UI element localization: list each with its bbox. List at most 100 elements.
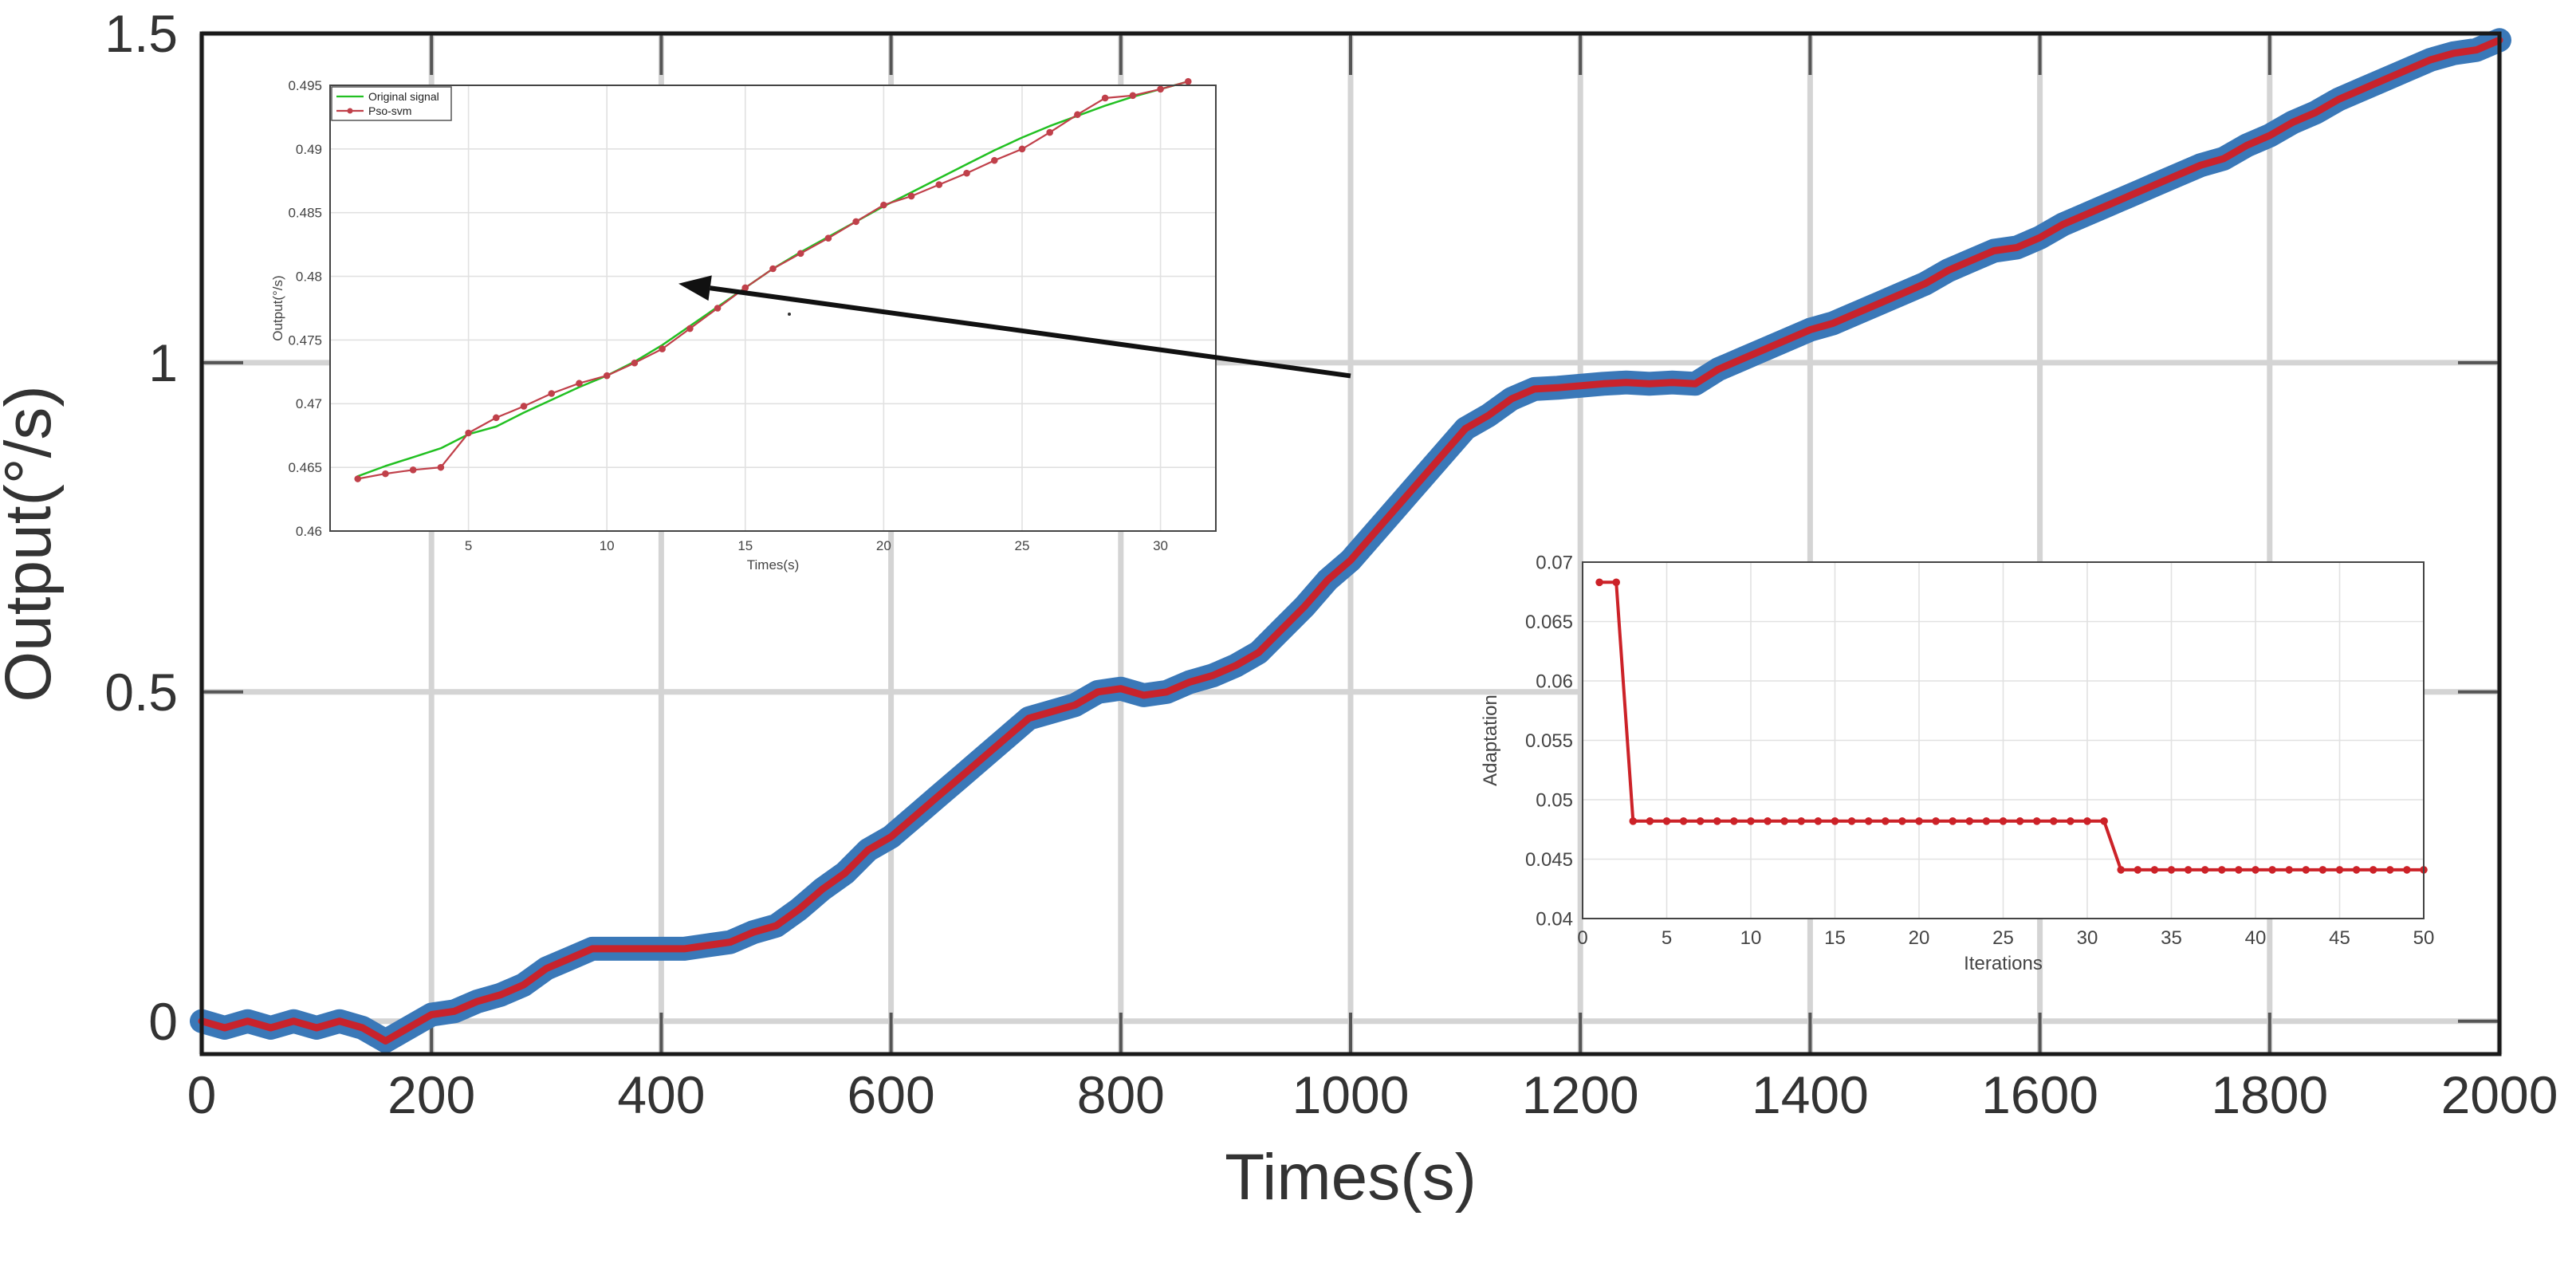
series-adaptation-point — [1965, 817, 1974, 825]
axes-frame — [329, 85, 1217, 532]
y-tick-label: 0.07 — [1536, 552, 1573, 573]
series-pso-svm-point — [1074, 111, 1081, 119]
series-pso-svm-point — [382, 470, 389, 478]
series-adaptation-point — [2369, 866, 2377, 874]
y-tick-label: 0.05 — [1536, 789, 1573, 811]
x-tick-label: 30 — [1153, 538, 1168, 553]
axes-frame — [199, 31, 2502, 1056]
y-tick-label: 0.49 — [296, 142, 322, 157]
y-tick-label: 0.04 — [1536, 908, 1573, 930]
series-pso-svm-point — [437, 463, 445, 471]
axes-frame — [1582, 561, 2425, 919]
series-adaptation-point — [1713, 817, 1721, 825]
series-pso-svm-point — [1018, 145, 1026, 153]
series-pso-svm-point — [880, 201, 887, 209]
series-adaptation-point — [1847, 817, 1856, 825]
series-adaptation-point — [1662, 817, 1671, 825]
series-adaptation-point — [1831, 817, 1839, 825]
x-tick-label: 1000 — [1292, 1065, 1410, 1124]
series-adaptation-point — [2150, 866, 2159, 874]
y-tick-label: 0.06 — [1536, 671, 1573, 692]
series-pso-svm-point — [493, 414, 500, 422]
x-tick-label: 15 — [737, 538, 753, 553]
y-axis-label: Output(°/s) — [0, 385, 65, 702]
series-pso-svm-point — [1157, 85, 1164, 93]
series-pso-svm-point — [769, 265, 777, 273]
series-adaptation-point — [2200, 866, 2209, 874]
series-pso-svm-point — [1046, 128, 1053, 136]
y-tick-label: 0.485 — [288, 206, 322, 221]
y-tick-label: 0.045 — [1525, 849, 1573, 871]
series-adaptation-point — [2352, 866, 2361, 874]
x-tick-label: 800 — [1077, 1065, 1165, 1124]
legend-box — [331, 86, 452, 121]
y-tick-label: 0.065 — [1525, 612, 1573, 633]
series-adaptation-point — [1780, 817, 1788, 825]
arrow-shaft — [710, 285, 1351, 379]
x-tick-label: 0 — [187, 1065, 217, 1124]
series-pso-svm-point — [963, 169, 970, 177]
series-pso-svm-point — [354, 475, 362, 482]
series-pso-svm-point — [935, 181, 943, 188]
y-tick-label: 0.5 — [104, 663, 178, 722]
series-pso-svm-line — [198, 36, 2503, 1045]
series-adaptation-point — [2016, 817, 2024, 825]
series-adaptation-point — [1679, 817, 1688, 825]
series-adaptation-point — [2050, 817, 2058, 825]
series-pso-svm-point — [520, 403, 528, 410]
series-adaptation-point — [2083, 817, 2091, 825]
x-tick-label: 200 — [387, 1065, 475, 1124]
series-adaptation-point — [1864, 817, 1873, 825]
series-pso-svm-point — [1184, 77, 1192, 85]
x-tick-label: 15 — [1824, 927, 1846, 949]
plot-area — [330, 85, 1216, 531]
series-adaptation-point — [2184, 866, 2193, 874]
x-tick-label: 50 — [2413, 927, 2435, 949]
legend-label: Pso-svm — [368, 104, 411, 117]
chart-inset-right: 0 5 10 15 20 25 30 35 40 45 50 0.04 0.045 0.05 0.055 0.… — [1480, 552, 2434, 974]
legend-marker — [347, 108, 353, 114]
series-adaptation-point — [2167, 866, 2176, 874]
arrow-head — [678, 275, 712, 301]
series-adaptation-point — [2318, 866, 2327, 874]
series-adaptation-point — [2335, 866, 2344, 874]
series-adaptation-point — [2268, 866, 2276, 874]
series-adaptation-point — [1898, 817, 1906, 825]
x-tick-label: 1400 — [1752, 1065, 1869, 1124]
series-adaptation-point — [1629, 817, 1638, 825]
y-tick-label: 1 — [148, 333, 178, 392]
series-pso-svm-point — [990, 156, 998, 164]
x-tick-label: 2000 — [2441, 1065, 2558, 1124]
series-adaptation-point — [2252, 866, 2259, 874]
y-tick-label: 1.5 — [104, 4, 178, 63]
series-pso-svm-point — [548, 390, 556, 397]
x-tick-label: 30 — [2077, 927, 2098, 949]
y-tick-label: 0.48 — [296, 270, 322, 285]
series-pso-svm-point — [686, 325, 694, 332]
series-adaptation-point — [1882, 817, 1890, 825]
x-tick-label: 5 — [1662, 927, 1672, 949]
series-pso-svm-point — [576, 380, 583, 388]
x-axis-label: Times(s) — [747, 557, 799, 572]
x-tick-label: 5 — [465, 538, 472, 553]
y-axis-label: Adaptation — [1480, 694, 1501, 786]
series-adaptation-point — [1646, 817, 1654, 825]
x-tick-label: 1800 — [2211, 1065, 2328, 1124]
series-adaptation-point — [2032, 817, 2041, 825]
series-pso-svm-point — [1129, 92, 1137, 100]
series-adaptation-point — [1932, 817, 1940, 825]
series-adaptation-point — [1982, 817, 1991, 825]
x-tick-label: 20 — [876, 538, 891, 553]
y-tick-label: 0.495 — [288, 78, 322, 93]
series-pso-svm-point — [714, 305, 722, 312]
series-adaptation-point — [1730, 817, 1738, 825]
y-tick-label: 0.465 — [288, 460, 322, 475]
x-tick-label: 400 — [617, 1065, 705, 1124]
stray-dot — [788, 313, 791, 316]
series-adaptation-point — [1747, 817, 1755, 825]
series-adaptation-point — [2218, 866, 2226, 874]
series-adaptation-point — [2285, 866, 2293, 874]
y-tick-label: 0.46 — [296, 524, 322, 539]
